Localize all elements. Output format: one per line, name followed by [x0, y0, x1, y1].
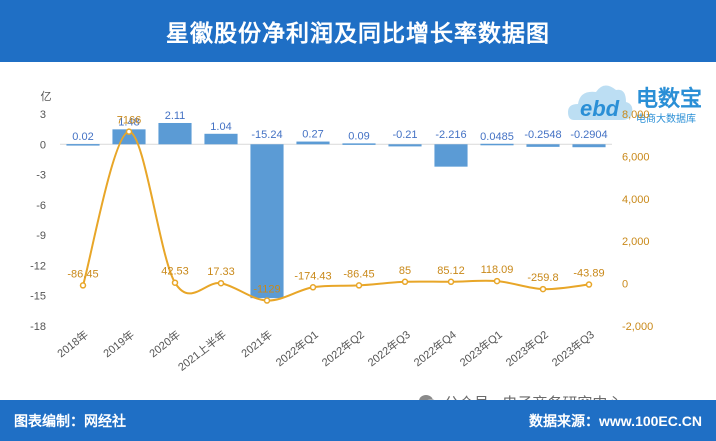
line-point-3 [217, 279, 225, 287]
line-point-4 [263, 297, 271, 304]
x-tick-label: 2019年 [100, 327, 137, 360]
line-point-11 [585, 281, 593, 288]
bar-11 [572, 144, 606, 148]
y-tick-label: 0 [40, 139, 46, 151]
logo-mark: ebd [580, 96, 620, 121]
x-tick-label: 2022年Q2 [319, 327, 367, 369]
line-value-label: -1129 [253, 284, 280, 296]
x-tick-label: 2022年Q3 [365, 327, 413, 369]
bar-value-label: -2.216 [435, 129, 466, 141]
x-tick-label: 2023年Q3 [549, 327, 597, 369]
line-point-9 [493, 277, 501, 285]
y-tick-label: -12 [30, 260, 46, 272]
line-value-label: 17.33 [207, 266, 235, 278]
bar-6 [342, 143, 376, 145]
y-tick-label: -9 [36, 230, 46, 242]
bar-7 [388, 144, 422, 147]
line-point-0 [79, 282, 87, 289]
bar-value-label: 0.27 [302, 129, 323, 141]
bar-0 [66, 144, 100, 146]
bar-value-label: -0.2548 [524, 129, 561, 141]
x-tick-label: 2021上半年 [175, 327, 229, 373]
y2-tick-label: 8,000 [622, 109, 650, 121]
x-tick-label: 2023年Q2 [503, 327, 551, 369]
line-value-label: 118.09 [481, 264, 514, 276]
line-point-7 [401, 278, 409, 286]
header-bar: 星徽股份净利润及同比增长率数据图 [0, 0, 716, 62]
x-tick-label: 2021年 [238, 327, 275, 360]
brand-logo: ebd 电数宝 电商大数据库 [566, 76, 711, 132]
combo-chart: 亿 3 0 -3 -6 -9 -12 -15 -18 8,000 6,000 4,000 2,000 0 -… [30, 90, 653, 374]
bar-value-label: 0.02 [72, 131, 93, 143]
logo-brand: 电数宝 [636, 86, 702, 111]
y2-tick-label: 6,000 [622, 151, 650, 163]
y-tick-label: -15 [30, 291, 46, 303]
footer-editor: 图表编制：网经社 [14, 413, 126, 429]
bar-value-label: 0.09 [348, 130, 369, 142]
y2-tick-label: 2,000 [622, 236, 650, 248]
bar-value-label: 0.0485 [480, 131, 514, 143]
bar-value-label: 2.11 [165, 110, 186, 122]
line-value-label: -86.45 [67, 268, 98, 280]
line-point-2 [171, 279, 179, 286]
bar-value-label: 1.04 [210, 121, 231, 133]
line-point-5 [309, 284, 317, 291]
bar-value-label: -0.2904 [570, 129, 607, 141]
bar-value-label: -0.21 [392, 129, 417, 141]
y-tick-label: -6 [36, 200, 46, 212]
bar-5 [296, 141, 330, 145]
y-tick-label: -18 [30, 321, 46, 333]
bar-9 [480, 143, 514, 146]
bar-value-label: -15.24 [251, 129, 282, 141]
line-value-label: 85 [399, 265, 411, 277]
x-tick-label: 2022年Q1 [273, 327, 321, 369]
bar-8 [434, 144, 468, 167]
line-value-label: 42.53 [161, 266, 189, 278]
line-value-label: -259.8 [527, 272, 558, 284]
chart-area: 亿 3 0 -3 -6 -9 -12 -15 -18 8,000 6,000 4,000 2,000 0 -… [0, 62, 716, 400]
line-point-1 [125, 128, 133, 135]
bar-3 [204, 133, 238, 145]
footer-bar: 图表编制：网经社 数据来源：www.100EC.CN [0, 400, 716, 441]
x-tick-label: 2023年Q1 [457, 327, 505, 369]
y-tick-label: -3 [36, 170, 46, 182]
bar-10 [526, 144, 560, 147]
x-tick-label: 2022年Q4 [411, 327, 459, 369]
line-point-6 [355, 282, 363, 289]
line-value-label: -174.43 [294, 270, 331, 282]
line-value-label: -43.89 [573, 268, 604, 280]
line-value-label: 85.12 [437, 265, 465, 277]
x-tick-label: 2018年 [54, 327, 91, 360]
logo-subtitle: 电商大数据库 [636, 112, 696, 125]
y2-tick-label: 0 [622, 279, 628, 291]
line-value-label: 7166 [117, 115, 141, 127]
line-point-10 [539, 285, 547, 293]
chart-title: 星徽股份净利润及同比增长率数据图 [166, 20, 550, 46]
y2-tick-label: -2,000 [622, 321, 653, 333]
bar-2 [158, 122, 192, 145]
y-tick-label: 3 [40, 109, 46, 121]
footer-source: 数据来源：www.100EC.CN [529, 413, 702, 429]
y2-tick-label: 4,000 [622, 194, 650, 206]
bar-value-label: 1.48 [118, 116, 139, 128]
x-tick-label: 2020年 [146, 327, 183, 360]
y-axis-unit: 亿 [41, 90, 52, 103]
line-value-label: -86.45 [343, 268, 374, 280]
line-point-8 [447, 278, 455, 286]
bar-4 [250, 144, 284, 299]
